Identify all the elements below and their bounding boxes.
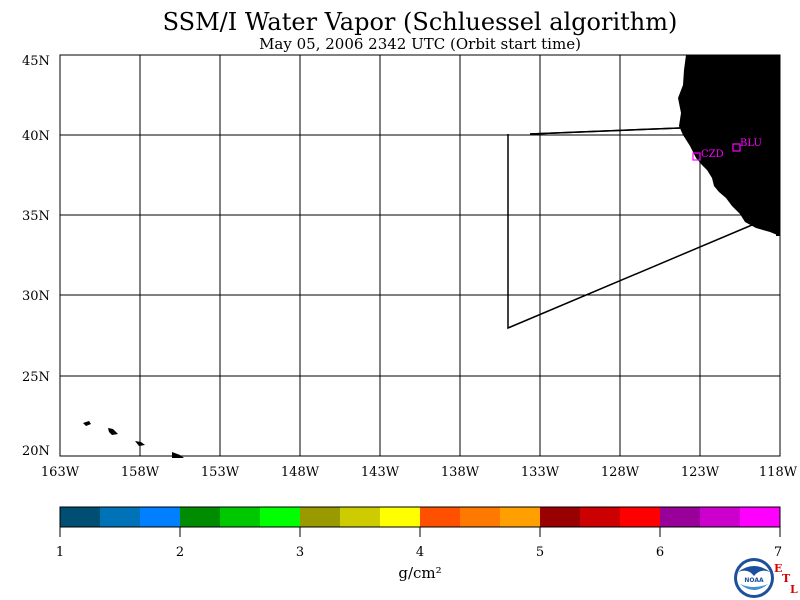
- lon-label-138w: 138W: [441, 465, 480, 480]
- colorbar-swatch: [380, 507, 421, 527]
- california-coast-landmass: [678, 55, 780, 236]
- lon-label-118w: 118W: [759, 465, 798, 480]
- colorbar-swatch: [100, 507, 141, 527]
- map-gridlines: [60, 55, 780, 456]
- station-blu-label: BLU: [740, 138, 762, 149]
- colorbar-tick-label-4: 4: [416, 545, 424, 560]
- lat-label-30n: 30N: [22, 289, 50, 304]
- colorbar-swatch: [140, 507, 181, 527]
- noaa-logo: NOAA: [734, 558, 774, 598]
- map-frame: [59, 54, 781, 457]
- colorbar-tick-label-3: 3: [296, 545, 304, 560]
- colorbar-swatch: [620, 507, 661, 527]
- lat-label-45n: 45N: [22, 54, 50, 69]
- colorbar-tick-label-6: 6: [656, 545, 664, 560]
- chart-subtitle: May 05, 2006 2342 UTC (Orbit start time): [259, 35, 581, 53]
- lon-label-153w: 153W: [201, 465, 240, 480]
- hawaii-island-oahu-maui: [108, 428, 118, 435]
- lon-label-143w: 143W: [361, 465, 400, 480]
- station-blu-marker: [732, 143, 741, 152]
- lon-label-148w: 148W: [281, 465, 320, 480]
- colorbar-swatch: [260, 507, 301, 527]
- etl-logo-e: E: [774, 562, 782, 575]
- hawaii-island-kauai: [83, 421, 91, 426]
- station-blu: BLU: [732, 138, 762, 152]
- map-background: [60, 55, 780, 456]
- lat-label-20n: 20N: [22, 444, 50, 459]
- etl-logo-t: T: [782, 572, 791, 585]
- noaa-logo-bird: [738, 566, 770, 576]
- colorbar-tick-label-7: 7: [774, 545, 782, 560]
- station-czd: CZD: [692, 149, 724, 161]
- colorbar-tick-label-2: 2: [176, 545, 184, 560]
- etl-logo-l: L: [790, 583, 798, 596]
- colorbar-swatch: [580, 507, 621, 527]
- chart-title: SSM/I Water Vapor (Schluessel algorithm): [162, 8, 678, 36]
- station-czd-label: CZD: [701, 149, 724, 160]
- lon-label-163w: 163W: [41, 465, 80, 480]
- colorbar-swatch: [60, 507, 101, 527]
- lat-label-35n: 35N: [22, 209, 50, 224]
- colorbar: [60, 507, 781, 527]
- colorbar-swatch: [700, 507, 741, 527]
- lat-label-40n: 40N: [22, 129, 50, 144]
- noaa-logo-wave: [740, 584, 768, 590]
- hawaii-island-molokai: [135, 441, 145, 446]
- colorbar-swatch: [340, 507, 381, 527]
- lon-label-123w: 123W: [681, 465, 720, 480]
- colorbar-swatch: [740, 507, 781, 527]
- coast-fragment: [776, 232, 780, 236]
- orbit-swath-edges: [507, 127, 753, 330]
- colorbar-unit-label: g/cm²: [398, 564, 441, 582]
- colorbar-swatch: [660, 507, 701, 527]
- colorbar-swatch: [220, 507, 261, 527]
- station-czd-marker: [692, 152, 701, 161]
- colorbar-tick-label-5: 5: [536, 545, 544, 560]
- etl-logo: E T L: [774, 562, 798, 596]
- colorbar-tick-label-1: 1: [56, 545, 64, 560]
- lat-label-25n: 25N: [22, 370, 50, 385]
- colorbar-swatch: [420, 507, 461, 527]
- colorbar-swatch: [460, 507, 501, 527]
- colorbar-ticks: [59, 527, 781, 537]
- colorbar-swatch: [500, 507, 541, 527]
- colorbar-swatch: [300, 507, 341, 527]
- colorbar-swatch: [180, 507, 221, 527]
- lon-label-128w: 128W: [601, 465, 640, 480]
- noaa-logo-text: NOAA: [744, 577, 764, 584]
- colorbar-swatch: [540, 507, 581, 527]
- lon-label-158w: 158W: [121, 465, 160, 480]
- lon-label-133w: 133W: [521, 465, 560, 480]
